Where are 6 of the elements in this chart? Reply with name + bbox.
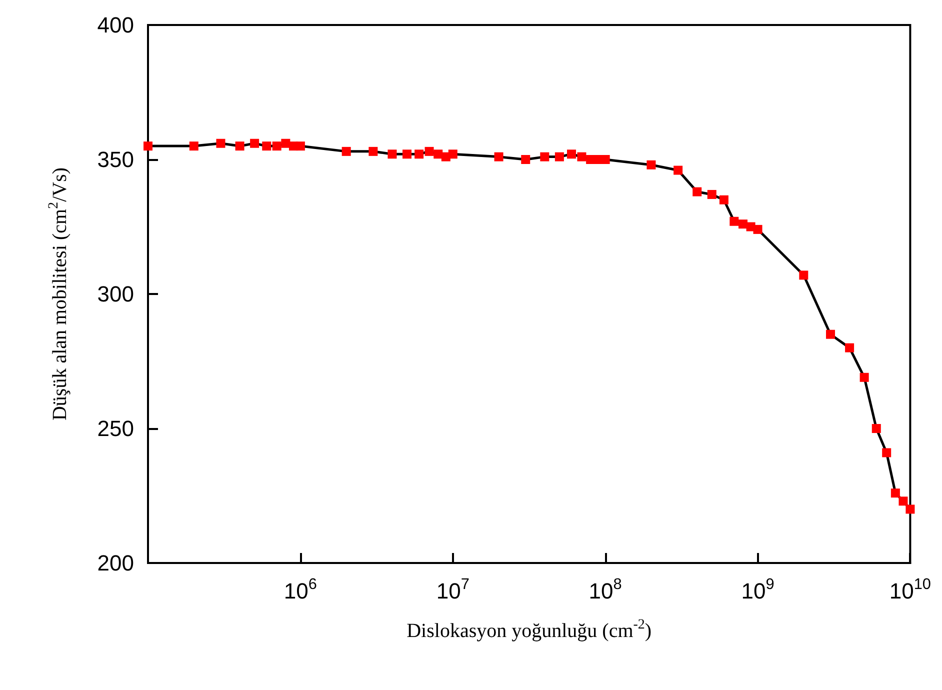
y-tick-label: 350 — [97, 147, 134, 172]
y-tick-label: 250 — [97, 416, 134, 441]
y-tick-label: 200 — [97, 550, 134, 576]
y-tick-label: 300 — [97, 282, 134, 306]
y-tick-label: 400 — [97, 12, 134, 38]
y-axis-title: Düşük alan mobilitesi (cm2/Vs) — [46, 167, 71, 421]
